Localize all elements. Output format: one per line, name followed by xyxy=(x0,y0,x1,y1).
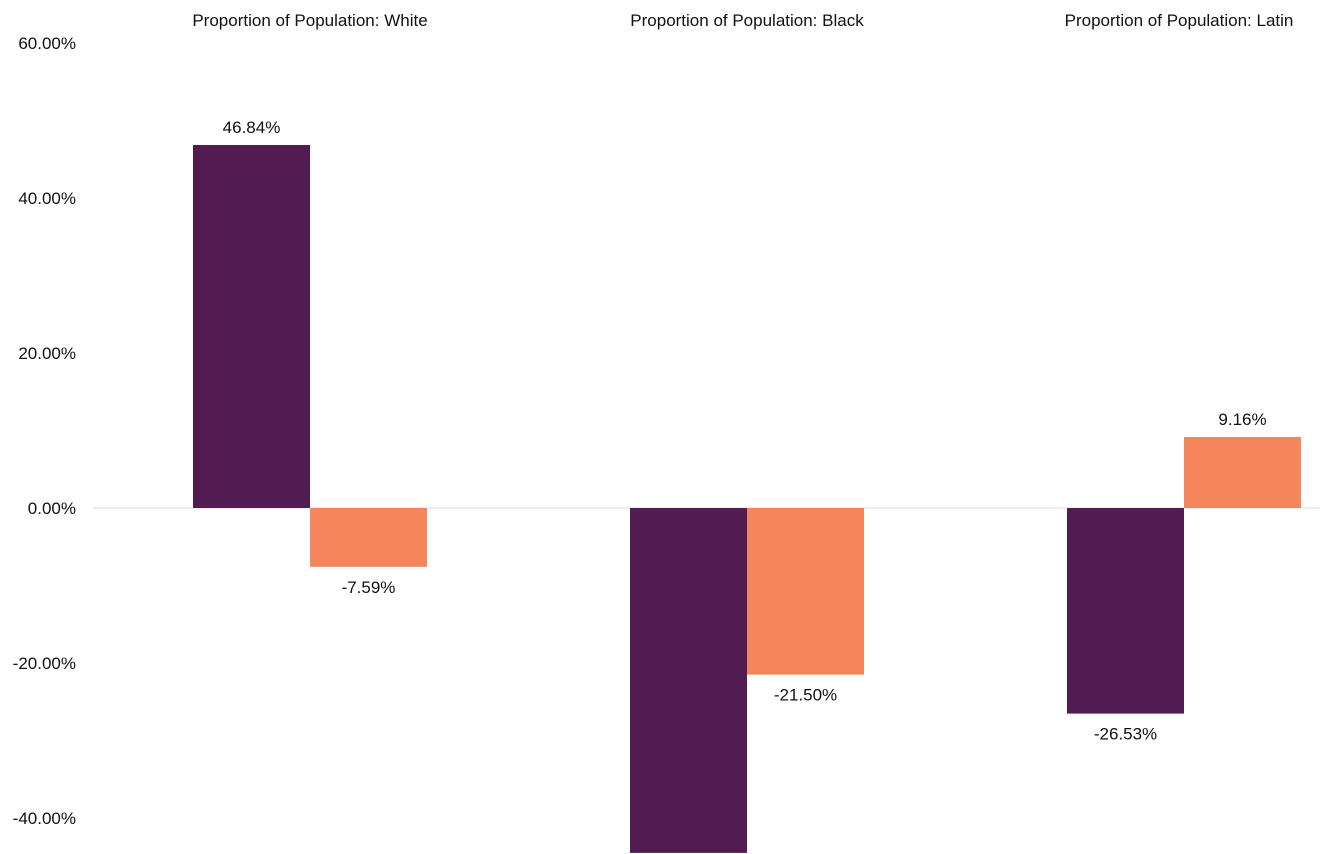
data-label: -21.50% xyxy=(774,686,837,705)
y-axis: 60.00% 40.00% 20.00% 0.00% -20.00% -40.00% xyxy=(13,34,76,828)
bars-layer xyxy=(193,144,1301,853)
data-label: 46.84% xyxy=(223,118,281,137)
bar xyxy=(310,508,427,567)
bar xyxy=(747,508,864,675)
bar xyxy=(1067,508,1184,714)
panel-title: Proportion of Population: Black xyxy=(630,11,864,30)
panel-titles: Proportion of Population: White Proportio… xyxy=(192,11,1293,30)
y-tick-label: -40.00% xyxy=(13,809,76,828)
y-tick-label: 60.00% xyxy=(18,34,76,53)
data-label: -26.53% xyxy=(1094,725,1157,744)
y-tick-label: 0.00% xyxy=(28,499,76,518)
data-label: -7.59% xyxy=(342,578,396,597)
y-tick-label: 20.00% xyxy=(18,344,76,363)
data-label: 9.16% xyxy=(1218,410,1266,429)
data-labels-layer: 46.84% -7.59% -21.50% -26.53% 9.16% xyxy=(223,118,1267,744)
bar xyxy=(1184,437,1301,508)
panel-title: Proportion of Population: Latin xyxy=(1065,11,1294,30)
bar xyxy=(630,508,747,853)
y-tick-label: -20.00% xyxy=(13,654,76,673)
y-tick-label: 40.00% xyxy=(18,189,76,208)
bar xyxy=(193,144,310,509)
panel-title: Proportion of Population: White xyxy=(192,11,427,30)
